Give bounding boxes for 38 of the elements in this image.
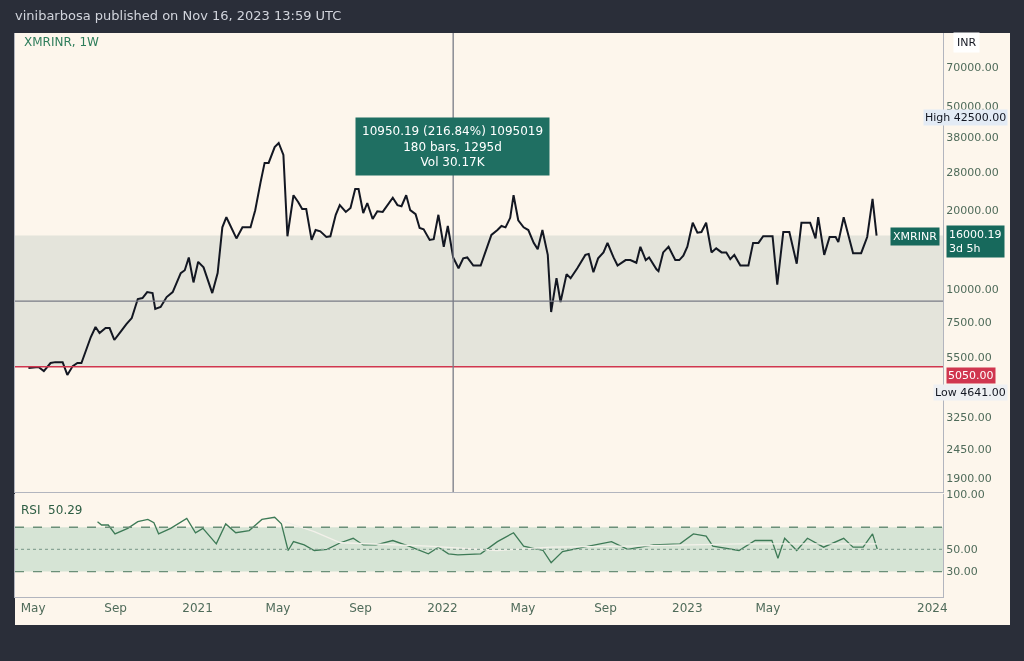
x-tick-label: May bbox=[20, 601, 46, 616]
y-tick-label: 28000.00 bbox=[946, 165, 999, 179]
x-tick-label: May bbox=[510, 601, 536, 616]
x-tick-label: Sep bbox=[594, 601, 617, 616]
x-tick-label: May bbox=[265, 601, 291, 616]
y-tick-label: 50000.00 bbox=[946, 99, 999, 113]
y-tick-label: 7500.00 bbox=[946, 315, 992, 329]
chart-title: vinibarbosa published on Nov 16, 2023 13:59 UTC bbox=[15, 7, 342, 23]
line-series bbox=[280, 519, 878, 552]
x-tick-label: 2021 bbox=[182, 601, 213, 616]
annotation: XMRINR bbox=[893, 230, 938, 243]
annotation: Low 4641.00 bbox=[935, 386, 1006, 399]
y-tick-label: 70000.00 bbox=[946, 61, 999, 75]
text: 16000.19 3d 5h bbox=[949, 228, 1002, 256]
y-tick-label: 50.00 bbox=[946, 543, 978, 557]
chart-subtitle: XMRINR, 1W bbox=[24, 35, 100, 49]
y-tick-label: 2450.00 bbox=[946, 442, 992, 456]
line-series bbox=[96, 516, 878, 564]
x-tick-label: Sep bbox=[349, 601, 372, 616]
y-tick-label: 3250.00 bbox=[946, 410, 992, 424]
line-series bbox=[27, 141, 878, 376]
x-tick-label: 2022 bbox=[427, 601, 458, 616]
x-tick-label: 2023 bbox=[672, 601, 703, 616]
x-tick-label: Sep bbox=[104, 601, 127, 616]
y-tick-label: 1900.00 bbox=[946, 471, 992, 485]
y-tick-label: 100.00 bbox=[946, 487, 985, 501]
x-tick-label: 2024 bbox=[916, 601, 948, 616]
y-tick-label: 10000.00 bbox=[946, 282, 999, 296]
y-axis-title: INR bbox=[957, 36, 977, 49]
annotation: High 42500.00 bbox=[925, 111, 1007, 124]
y-tick-label: 5500.00 bbox=[946, 350, 992, 364]
x-tick-label: May bbox=[755, 601, 781, 616]
y-tick-label: 30.00 bbox=[946, 565, 978, 579]
ref-line-label: 5050.00 bbox=[948, 369, 994, 382]
y-tick-label: 38000.00 bbox=[946, 130, 999, 144]
annotation: 10950.19 (216.84%) 1095019 180 bars, 1295d Vol 30.17K bbox=[362, 124, 544, 170]
y-tick-label: 20000.00 bbox=[946, 204, 999, 218]
text: RSI 50.29 bbox=[21, 503, 83, 517]
